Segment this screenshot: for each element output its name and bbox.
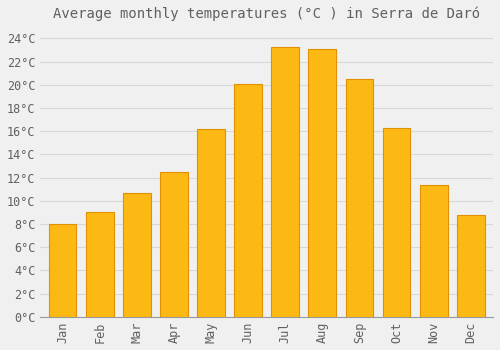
Title: Average monthly temperatures (°C ) in Serra de Daró: Average monthly temperatures (°C ) in Se…: [53, 7, 480, 21]
Bar: [86, 212, 114, 317]
Bar: [457, 215, 484, 317]
Bar: [123, 193, 150, 317]
Bar: [382, 128, 410, 317]
Bar: [48, 224, 76, 317]
Bar: [308, 49, 336, 317]
Bar: [272, 47, 299, 317]
Bar: [197, 129, 225, 317]
Bar: [420, 184, 448, 317]
Bar: [160, 172, 188, 317]
Bar: [234, 84, 262, 317]
Bar: [346, 79, 374, 317]
